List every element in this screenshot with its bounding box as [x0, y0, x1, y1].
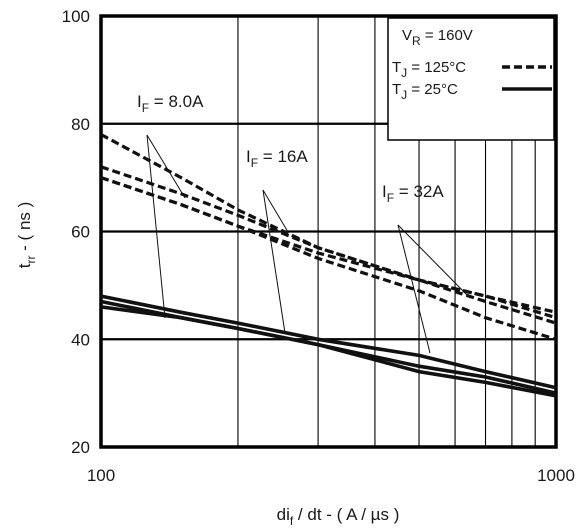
annotation-1-sub: F	[142, 101, 149, 115]
y-tick-label: 80	[71, 115, 90, 134]
y-tick-label: 20	[71, 438, 90, 457]
annotation-2-sub: F	[251, 156, 258, 170]
annotation-leader-1	[146, 134, 186, 199]
legend-entry-1-rest: = 125°C	[407, 59, 466, 76]
legend-entry-1-main: T	[392, 59, 401, 76]
x-axis-label-rest: / dt - ( A / µs )	[293, 505, 399, 524]
legend-entry-2-sub: J	[401, 88, 407, 102]
series-line-4	[100, 176, 557, 341]
legend-header-main: V	[402, 27, 412, 44]
annotation-2-rest: = 16A	[258, 147, 308, 166]
x-axis-label: dif / dt - ( A / µs )	[277, 505, 400, 528]
y-tick-label: 100	[62, 7, 90, 26]
annotation-leader-2	[146, 134, 166, 319]
y-axis-label-rest: - ( ns )	[15, 202, 34, 256]
annotation-3-rest: = 32A	[394, 182, 444, 201]
annotation-2: IF = 16A	[246, 147, 308, 170]
annotation-1: IF = 8.0A	[137, 92, 204, 115]
x-tick-label: 1000	[537, 466, 575, 485]
series-line-2	[100, 165, 557, 320]
y-axis-label: trr - ( ns )	[15, 202, 38, 269]
annotation-3-sub: F	[387, 191, 394, 205]
annotation-1-main: I	[137, 92, 142, 111]
legend-header-rest: = 160V	[421, 27, 473, 44]
annotation-leader-4	[262, 189, 286, 334]
legend-entry-1-sub: J	[401, 66, 407, 80]
legend-header-sub: R	[412, 34, 421, 48]
series-layer	[100, 133, 557, 398]
annotation-2-main: I	[246, 147, 251, 166]
legend-entry-2-main: T	[392, 81, 401, 98]
annotation-1-rest: = 8.0A	[149, 92, 204, 111]
series-line-1	[100, 133, 557, 314]
plot-frame	[99, 14, 558, 449]
series-line-5	[100, 294, 557, 390]
axes-text: 20 40 60 80 100 100 1000 dif / dt - ( A / µs ) t…	[15, 7, 575, 528]
x-tick-label: 100	[87, 466, 115, 485]
annotation-leader-5	[397, 224, 471, 299]
annotation-leader-3	[262, 189, 289, 233]
y-axis-label-sub: rr	[24, 256, 38, 264]
y-tick-label: 40	[71, 330, 90, 349]
legend-entry-2: TJ = 25°C	[392, 81, 458, 102]
annotation-leader-6	[397, 224, 431, 354]
y-axis-label-main: t	[15, 263, 34, 268]
y-tick-label: 60	[71, 223, 90, 242]
series-line-7	[100, 305, 557, 398]
legend-header: VR = 160V	[402, 27, 473, 48]
annotation-3-main: I	[382, 182, 387, 201]
legend-entry-1: TJ = 125°C	[392, 59, 466, 80]
annotation-3: IF = 32A	[382, 182, 444, 205]
legend-box	[387, 17, 555, 141]
x-axis-label-sub: f	[290, 514, 294, 528]
x-axis-label-main: di	[277, 505, 290, 524]
legend-entry-2-rest: = 25°C	[407, 81, 458, 98]
